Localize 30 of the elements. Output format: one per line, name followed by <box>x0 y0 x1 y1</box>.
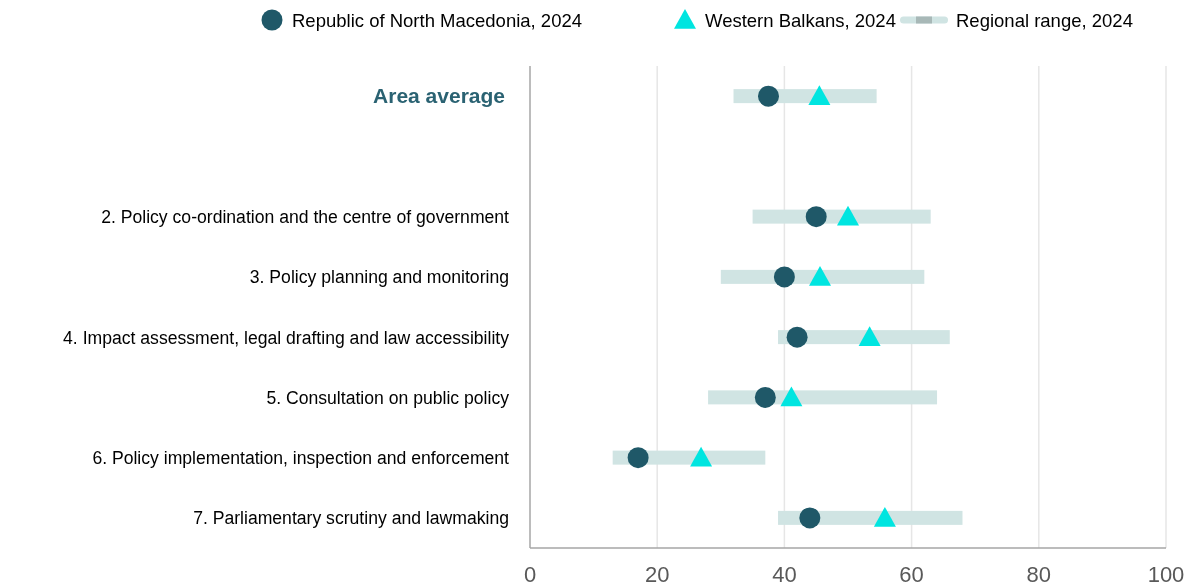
point <box>799 507 821 529</box>
x-tick-label: 100 <box>1147 562 1185 587</box>
point <box>780 386 803 407</box>
point <box>805 206 827 228</box>
y-tick-label: 4. Impact assessment, legal drafting and law accessibility <box>63 327 510 348</box>
y-tick-label: 5. Consultation on public policy <box>266 387 510 408</box>
legend-label: Republic of North Macedonia, 2024 <box>292 9 583 31</box>
point <box>809 265 832 286</box>
point <box>873 506 896 527</box>
point <box>690 446 713 467</box>
point <box>858 326 881 346</box>
y-tick-label: 2. Policy co-ordination and the centre of government <box>101 207 510 228</box>
x-tick-label: 80 <box>1026 562 1052 587</box>
y-tick-label: 7. Parliamentary scrutiny and lawmaking <box>193 508 509 529</box>
y-tick-label: Area average <box>373 83 505 107</box>
legend-label: Western Balkans, 2024 <box>705 9 896 31</box>
point <box>754 386 776 408</box>
point <box>786 326 808 348</box>
point <box>837 205 859 226</box>
point <box>627 447 649 469</box>
x-tick-label: 60 <box>899 562 924 587</box>
y-tick-label: 6. Policy implementation, inspection and enforcement <box>92 448 510 469</box>
x-tick-label: 20 <box>644 562 670 587</box>
point <box>773 266 795 288</box>
y-tick-label: 3. Policy planning and monitoring <box>249 267 509 288</box>
x-tick-label: 0 <box>523 562 537 587</box>
x-tick-label: 40 <box>772 562 797 587</box>
point <box>808 85 831 105</box>
legend-label: Regional range, 2024 <box>956 9 1133 31</box>
point <box>758 85 779 107</box>
